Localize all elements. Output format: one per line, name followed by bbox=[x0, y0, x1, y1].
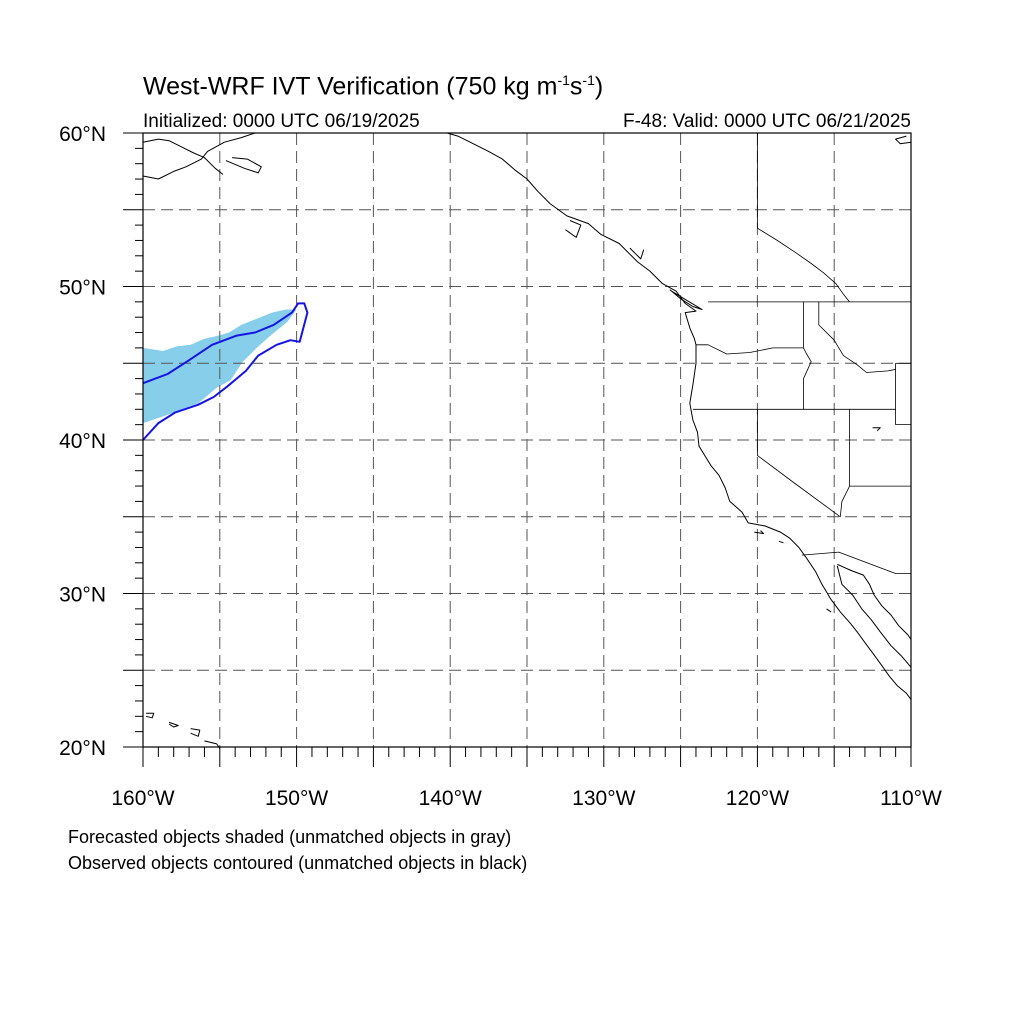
island-outline bbox=[872, 427, 881, 432]
island-outline bbox=[826, 608, 832, 613]
lat-tick-label: 40°N bbox=[59, 430, 106, 453]
forecast-layer bbox=[143, 309, 297, 424]
valid-time-label: F-48: Valid: 0000 UTC 06/21/2025 bbox=[623, 111, 911, 132]
island-outline bbox=[669, 289, 703, 310]
state-border-line bbox=[818, 301, 896, 373]
lat-tick-label: 20°N bbox=[59, 737, 106, 760]
state-border-line bbox=[696, 344, 804, 355]
title-unit: s bbox=[569, 72, 583, 101]
mexico-gulf-coast-line bbox=[837, 563, 912, 640]
island-outline bbox=[145, 712, 155, 719]
lon-tick-label: 110°W bbox=[880, 787, 942, 810]
title-text: West-WRF IVT Verification (750 kg m bbox=[143, 72, 558, 101]
lon-tick-label: 130°W bbox=[572, 787, 635, 810]
tick-label-layer: 160°W 150°W 140°W 130°W 120°W 110°W 20°N 30°N 40… bbox=[59, 123, 942, 810]
grid-layer bbox=[143, 133, 911, 747]
state-border-line bbox=[757, 409, 841, 518]
state-border-line bbox=[801, 551, 911, 574]
alaska-coast-line bbox=[225, 157, 262, 174]
island-outline bbox=[629, 247, 645, 260]
title-exponent: -1 bbox=[557, 72, 570, 88]
island-outline bbox=[190, 728, 201, 737]
title-exponent: -1 bbox=[582, 72, 595, 88]
lon-tick-label: 150°W bbox=[265, 787, 328, 810]
legend-forecast-note: Forecasted objects shaded (unmatched obj… bbox=[68, 827, 512, 847]
island-outline bbox=[778, 540, 784, 544]
lon-tick-label: 120°W bbox=[726, 787, 789, 810]
state-border-line bbox=[803, 301, 812, 410]
map-title: West-WRF IVT Verification (750 kg m-1s-1… bbox=[143, 72, 603, 101]
lat-tick-label: 30°N bbox=[59, 584, 106, 607]
island-outline bbox=[754, 530, 764, 535]
title-close: ) bbox=[594, 72, 604, 101]
lat-tick-label: 50°N bbox=[59, 277, 106, 300]
legend-observed-note: Observed objects contoured (unmatched ob… bbox=[68, 853, 528, 873]
tick-layer bbox=[123, 132, 912, 767]
alaska-coast-line bbox=[142, 138, 224, 175]
alaska-coast-line bbox=[895, 135, 912, 145]
init-time-label: Initialized: 0000 UTC 06/19/2025 bbox=[143, 111, 420, 132]
observed-object-contour bbox=[142, 302, 309, 441]
lon-tick-label: 160°W bbox=[111, 787, 174, 810]
lon-tick-label: 140°W bbox=[419, 787, 482, 810]
state-border-line bbox=[895, 363, 911, 426]
island-outline bbox=[168, 721, 179, 728]
lat-tick-label: 60°N bbox=[59, 123, 106, 146]
baja-gulf-coast-line bbox=[836, 565, 912, 668]
island-outline bbox=[565, 220, 582, 238]
state-border-line bbox=[757, 133, 850, 303]
coastline-layer bbox=[142, 132, 912, 749]
state-border-line bbox=[839, 409, 850, 517]
observed-layer bbox=[142, 302, 309, 441]
west-coast-line bbox=[446, 132, 912, 700]
alaska-coast-line bbox=[142, 132, 256, 180]
forecast-object-fill bbox=[143, 309, 297, 424]
